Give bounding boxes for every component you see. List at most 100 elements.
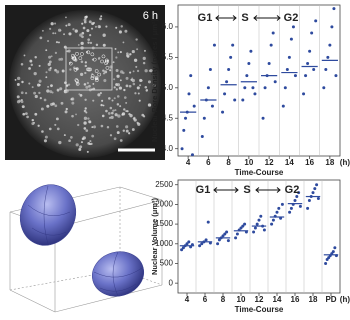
pore bbox=[115, 88, 118, 91]
pore bbox=[70, 136, 73, 139]
pore bbox=[144, 85, 148, 89]
pore bbox=[63, 134, 66, 137]
pore bbox=[38, 64, 41, 67]
pore bbox=[93, 125, 96, 129]
pore bbox=[20, 99, 23, 102]
point bbox=[283, 86, 287, 90]
inset-pore bbox=[90, 52, 95, 57]
pore bbox=[59, 87, 63, 91]
pore bbox=[138, 99, 141, 102]
point bbox=[271, 31, 275, 35]
pore bbox=[120, 25, 123, 28]
inset-pore bbox=[100, 59, 104, 64]
pore bbox=[122, 41, 125, 44]
pore bbox=[75, 143, 79, 147]
pore bbox=[116, 83, 121, 87]
pore bbox=[113, 78, 116, 81]
pore bbox=[56, 127, 60, 131]
inset-box bbox=[65, 47, 113, 91]
pore bbox=[55, 117, 59, 121]
pore bbox=[97, 93, 101, 97]
inset-pore bbox=[75, 79, 79, 83]
pore bbox=[41, 130, 44, 133]
inset-pore bbox=[87, 67, 91, 72]
point bbox=[271, 218, 275, 222]
point bbox=[298, 204, 302, 208]
pore bbox=[65, 24, 68, 27]
pore bbox=[121, 112, 126, 116]
pore bbox=[115, 26, 118, 29]
pore bbox=[100, 15, 103, 18]
point bbox=[315, 183, 319, 187]
point bbox=[223, 92, 227, 96]
pore bbox=[20, 62, 24, 66]
point bbox=[273, 80, 277, 84]
point bbox=[243, 222, 247, 226]
point bbox=[324, 68, 328, 72]
point bbox=[235, 232, 239, 236]
point bbox=[180, 147, 184, 151]
pore bbox=[75, 67, 79, 71]
pore bbox=[126, 110, 129, 113]
pore bbox=[133, 58, 138, 62]
pore bbox=[100, 124, 104, 128]
pore bbox=[113, 86, 116, 89]
point bbox=[234, 236, 238, 240]
pore bbox=[137, 122, 141, 126]
pore bbox=[14, 78, 17, 81]
y-tick-label: 4.0 bbox=[162, 144, 174, 153]
point bbox=[223, 232, 227, 236]
inset-pore bbox=[92, 57, 97, 62]
point bbox=[333, 246, 337, 250]
pore bbox=[57, 28, 62, 32]
pore bbox=[50, 102, 54, 106]
pore bbox=[54, 51, 58, 54]
pore bbox=[51, 91, 54, 94]
pore bbox=[102, 72, 106, 75]
pore bbox=[71, 114, 74, 118]
y-axis-label: Nuclear Volume (μm³) bbox=[150, 198, 159, 275]
wire bbox=[119, 186, 163, 201]
point bbox=[275, 210, 279, 214]
x-tick-label: 16 bbox=[291, 295, 300, 304]
pore bbox=[79, 93, 83, 97]
pore bbox=[111, 99, 114, 102]
pore bbox=[67, 23, 71, 27]
inset-pore bbox=[94, 69, 99, 73]
charts: 4.0 4.5 5.0 5.5 6.0 4 6 8 10 12 14 16 18 (h) Time-Cour… bbox=[150, 4, 350, 314]
pore bbox=[88, 120, 92, 124]
point bbox=[239, 226, 243, 230]
pore bbox=[87, 38, 90, 42]
pore bbox=[26, 115, 29, 119]
pore bbox=[109, 106, 113, 110]
pore bbox=[84, 64, 88, 68]
pore bbox=[50, 55, 53, 58]
x-tick-label: 12 bbox=[265, 158, 274, 167]
pore bbox=[50, 22, 54, 26]
chart: 0 500 1000 1500 2000 2500 4 6 8 10 12 14 16 18 PD (h) Ti… bbox=[150, 179, 350, 314]
y-tick-label: 500 bbox=[160, 259, 174, 268]
pore bbox=[41, 29, 44, 32]
pore bbox=[83, 109, 87, 113]
point bbox=[231, 43, 235, 47]
pore bbox=[95, 43, 99, 47]
x-tick-label: 10 bbox=[237, 295, 246, 304]
pore bbox=[125, 101, 128, 104]
pore bbox=[71, 101, 75, 105]
pore bbox=[83, 121, 87, 125]
point bbox=[334, 74, 338, 78]
point bbox=[200, 242, 204, 246]
inset-pore bbox=[94, 76, 99, 80]
pore bbox=[47, 85, 50, 88]
point bbox=[221, 234, 225, 238]
inset-pore bbox=[71, 53, 75, 58]
phase-arrow bbox=[213, 187, 239, 193]
pore bbox=[80, 141, 83, 144]
pore bbox=[54, 32, 57, 35]
pore bbox=[79, 33, 83, 37]
pore bbox=[126, 54, 130, 58]
point bbox=[291, 25, 295, 29]
point bbox=[263, 86, 267, 90]
pore bbox=[99, 17, 102, 21]
pore bbox=[44, 135, 48, 139]
